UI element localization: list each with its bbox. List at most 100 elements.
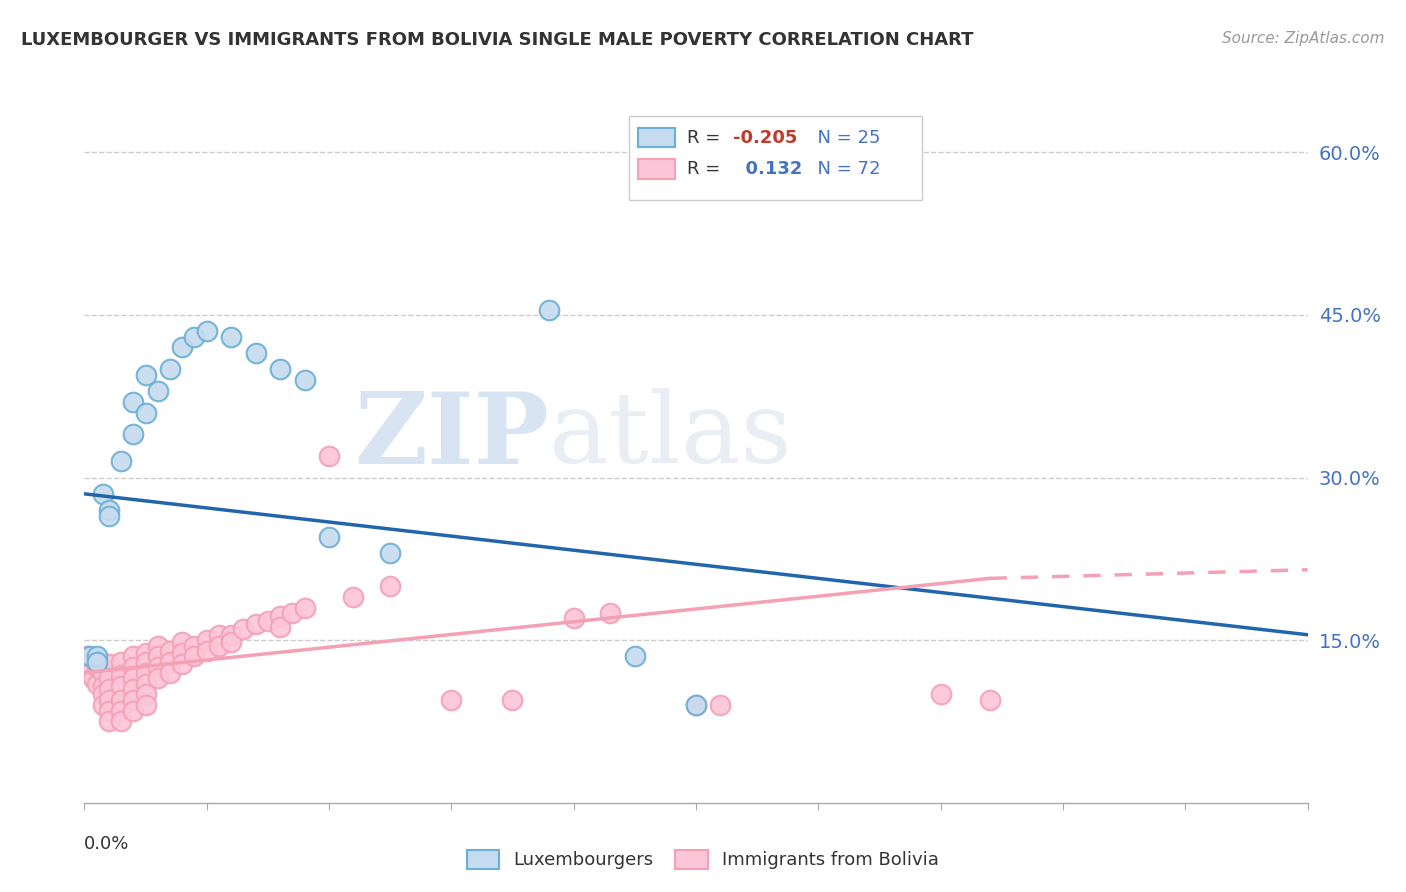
Point [91, 687, 114, 701]
Point [380, 579, 402, 593]
Point [159, 644, 181, 658]
Point [146, 671, 169, 685]
Point [502, 693, 524, 707]
Point [135, 687, 157, 701]
Point [110, 704, 132, 718]
Point [219, 635, 242, 649]
Point [97, 681, 120, 696]
Point [183, 639, 205, 653]
Point [135, 665, 157, 680]
Point [929, 687, 952, 701]
Point [91, 698, 114, 713]
Point [172, 646, 194, 660]
Point [380, 546, 402, 560]
Point [110, 454, 132, 468]
Point [195, 324, 218, 338]
Point [79, 665, 101, 680]
Point [91, 679, 114, 693]
Point [146, 639, 169, 653]
Point [122, 704, 145, 718]
Point [219, 329, 242, 343]
Point [245, 616, 267, 631]
Point [122, 649, 145, 664]
Point [172, 635, 194, 649]
Text: atlas: atlas [550, 389, 792, 484]
Point [97, 508, 120, 523]
Point [122, 427, 145, 442]
Point [77, 657, 100, 671]
Point [281, 606, 304, 620]
Point [135, 646, 157, 660]
Point [86, 676, 108, 690]
Text: R =: R = [688, 128, 727, 146]
Point [146, 660, 169, 674]
Point [685, 698, 707, 713]
Point [97, 503, 120, 517]
Point [86, 655, 108, 669]
Point [159, 665, 181, 680]
Point [91, 487, 114, 501]
Point [86, 655, 108, 669]
Point [122, 394, 145, 409]
Point [294, 600, 316, 615]
Point [97, 693, 120, 707]
Point [91, 665, 114, 680]
Point [110, 668, 132, 682]
Point [76, 649, 98, 664]
Point [122, 671, 145, 685]
Point [122, 693, 145, 707]
Point [562, 611, 585, 625]
Point [135, 676, 157, 690]
Point [110, 679, 132, 693]
Point [208, 639, 231, 653]
FancyBboxPatch shape [638, 128, 675, 147]
Point [97, 704, 120, 718]
Point [122, 660, 145, 674]
Point [159, 362, 181, 376]
Point [110, 714, 132, 729]
Point [269, 620, 291, 634]
Point [110, 655, 132, 669]
Point [318, 530, 340, 544]
Text: N = 72: N = 72 [806, 161, 880, 178]
Text: ZIP: ZIP [354, 388, 550, 485]
Point [146, 384, 169, 398]
Point [342, 590, 364, 604]
Text: Source: ZipAtlas.com: Source: ZipAtlas.com [1222, 31, 1385, 46]
Point [159, 655, 181, 669]
Text: 0.132: 0.132 [733, 161, 801, 178]
Point [110, 693, 132, 707]
Text: LUXEMBOURGER VS IMMIGRANTS FROM BOLIVIA SINGLE MALE POVERTY CORRELATION CHART: LUXEMBOURGER VS IMMIGRANTS FROM BOLIVIA … [21, 31, 973, 49]
Point [86, 649, 108, 664]
Point [172, 341, 194, 355]
Point [172, 657, 194, 671]
Point [86, 660, 108, 674]
Point [82, 671, 104, 685]
Point [294, 373, 316, 387]
Point [709, 698, 731, 713]
Point [79, 649, 101, 664]
Point [135, 405, 157, 419]
Point [122, 681, 145, 696]
Point [624, 649, 647, 664]
Text: N = 25: N = 25 [806, 128, 880, 146]
Point [232, 623, 254, 637]
Point [269, 362, 291, 376]
Point [135, 655, 157, 669]
FancyBboxPatch shape [638, 160, 675, 179]
Point [97, 657, 120, 671]
Point [183, 329, 205, 343]
FancyBboxPatch shape [628, 116, 922, 201]
Text: R =: R = [688, 161, 727, 178]
Point [195, 644, 218, 658]
Point [219, 628, 242, 642]
Text: 0.0%: 0.0% [84, 835, 129, 853]
Point [195, 633, 218, 648]
Point [245, 346, 267, 360]
Point [269, 609, 291, 624]
Point [135, 368, 157, 382]
Point [183, 649, 205, 664]
Point [97, 671, 120, 685]
Point [318, 449, 340, 463]
Point [685, 698, 707, 713]
